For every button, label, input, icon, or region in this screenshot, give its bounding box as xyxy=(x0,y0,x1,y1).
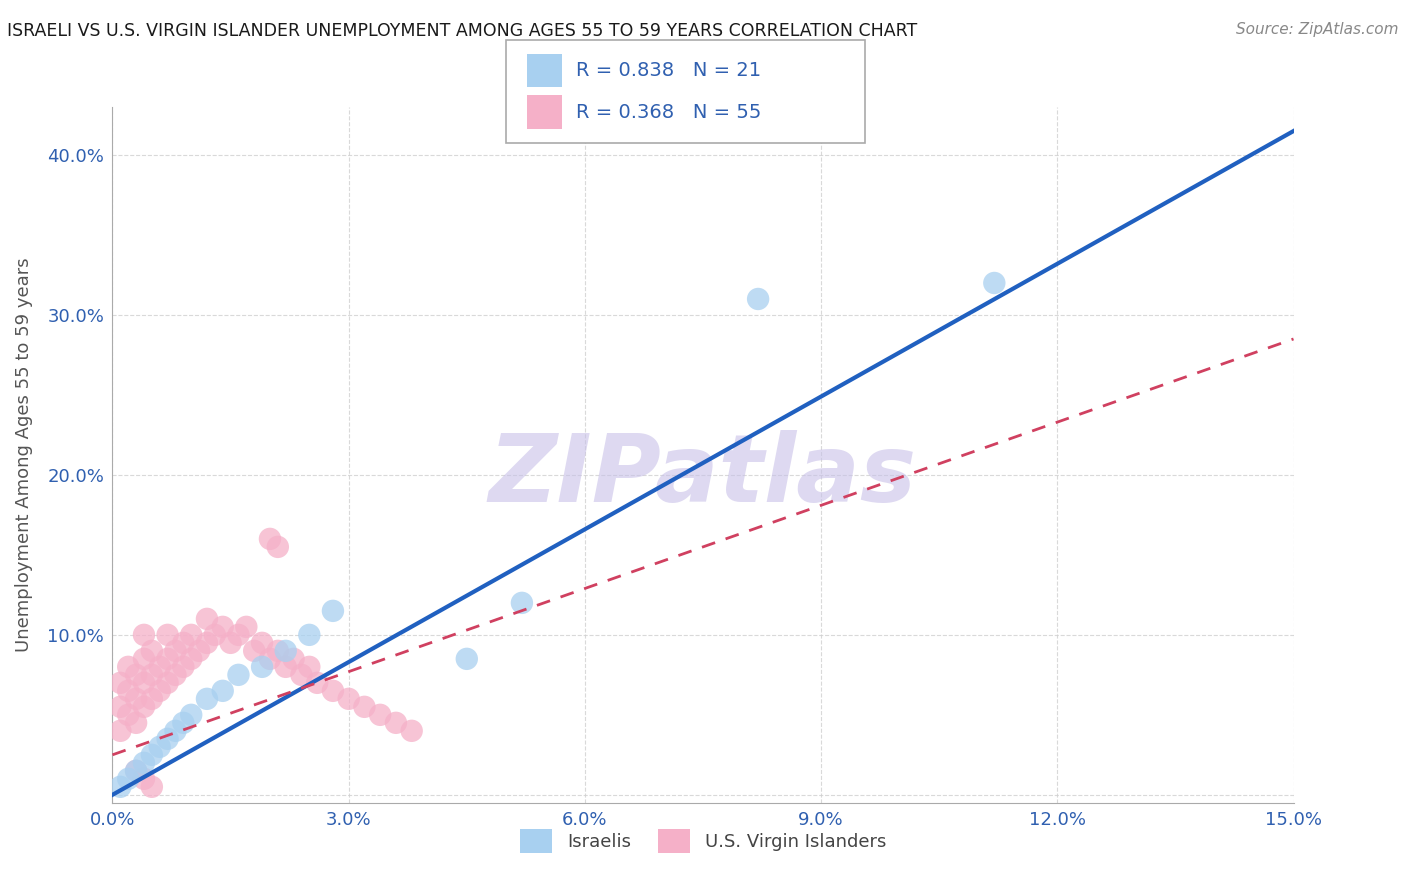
Point xyxy=(149,660,172,674)
Point xyxy=(172,715,194,730)
Point xyxy=(228,668,250,682)
Point xyxy=(267,644,290,658)
Legend: Israelis, U.S. Virgin Islanders: Israelis, U.S. Virgin Islanders xyxy=(513,822,893,860)
Point xyxy=(110,699,132,714)
Point xyxy=(274,644,297,658)
Point xyxy=(165,668,187,682)
Point xyxy=(125,668,148,682)
Text: ISRAELI VS U.S. VIRGIN ISLANDER UNEMPLOYMENT AMONG AGES 55 TO 59 YEARS CORRELATI: ISRAELI VS U.S. VIRGIN ISLANDER UNEMPLOY… xyxy=(7,22,917,40)
Point xyxy=(195,612,218,626)
Point xyxy=(132,652,155,666)
Point xyxy=(165,723,187,738)
Point xyxy=(132,756,155,770)
Point xyxy=(250,660,273,674)
Point xyxy=(156,731,179,746)
Point xyxy=(165,644,187,658)
Point xyxy=(204,628,226,642)
Y-axis label: Unemployment Among Ages 55 to 59 years: Unemployment Among Ages 55 to 59 years xyxy=(15,258,34,652)
Point xyxy=(180,628,202,642)
Point xyxy=(368,707,391,722)
Point xyxy=(180,652,202,666)
Point xyxy=(228,628,250,642)
Point xyxy=(110,723,132,738)
Point xyxy=(211,683,233,698)
Point xyxy=(219,636,242,650)
Point xyxy=(132,699,155,714)
Point xyxy=(211,620,233,634)
Point xyxy=(156,652,179,666)
Point xyxy=(259,532,281,546)
Point xyxy=(298,628,321,642)
Point xyxy=(456,652,478,666)
Point xyxy=(290,668,312,682)
Point xyxy=(180,707,202,722)
Point xyxy=(259,652,281,666)
Point xyxy=(141,780,163,794)
Point xyxy=(110,676,132,690)
Point xyxy=(983,276,1005,290)
Point xyxy=(172,660,194,674)
Point xyxy=(149,739,172,754)
Point xyxy=(337,691,360,706)
Point xyxy=(283,652,305,666)
Point xyxy=(195,691,218,706)
Point xyxy=(141,747,163,762)
Point xyxy=(510,596,533,610)
Point xyxy=(195,636,218,650)
Text: ZIPatlas: ZIPatlas xyxy=(489,430,917,522)
Point xyxy=(110,780,132,794)
Point xyxy=(156,676,179,690)
Point xyxy=(132,676,155,690)
Point xyxy=(298,660,321,674)
Point xyxy=(188,644,211,658)
Point xyxy=(117,707,139,722)
Point xyxy=(322,683,344,698)
Point xyxy=(117,683,139,698)
Point xyxy=(274,660,297,674)
Point xyxy=(117,772,139,786)
Point xyxy=(125,764,148,778)
Point xyxy=(141,668,163,682)
Point xyxy=(267,540,290,554)
Point xyxy=(243,644,266,658)
Point xyxy=(141,691,163,706)
Point xyxy=(747,292,769,306)
Point xyxy=(141,644,163,658)
Point xyxy=(156,628,179,642)
Point xyxy=(353,699,375,714)
Point xyxy=(322,604,344,618)
Point xyxy=(401,723,423,738)
Point xyxy=(149,683,172,698)
Point xyxy=(132,628,155,642)
Point xyxy=(235,620,257,634)
Point xyxy=(125,764,148,778)
Text: R = 0.368   N = 55: R = 0.368 N = 55 xyxy=(576,103,762,122)
Text: Source: ZipAtlas.com: Source: ZipAtlas.com xyxy=(1236,22,1399,37)
Point xyxy=(250,636,273,650)
Point xyxy=(117,660,139,674)
Point xyxy=(125,715,148,730)
Point xyxy=(385,715,408,730)
Point xyxy=(307,676,329,690)
Point xyxy=(125,691,148,706)
Point xyxy=(132,772,155,786)
Point xyxy=(172,636,194,650)
Text: R = 0.838   N = 21: R = 0.838 N = 21 xyxy=(576,61,762,80)
